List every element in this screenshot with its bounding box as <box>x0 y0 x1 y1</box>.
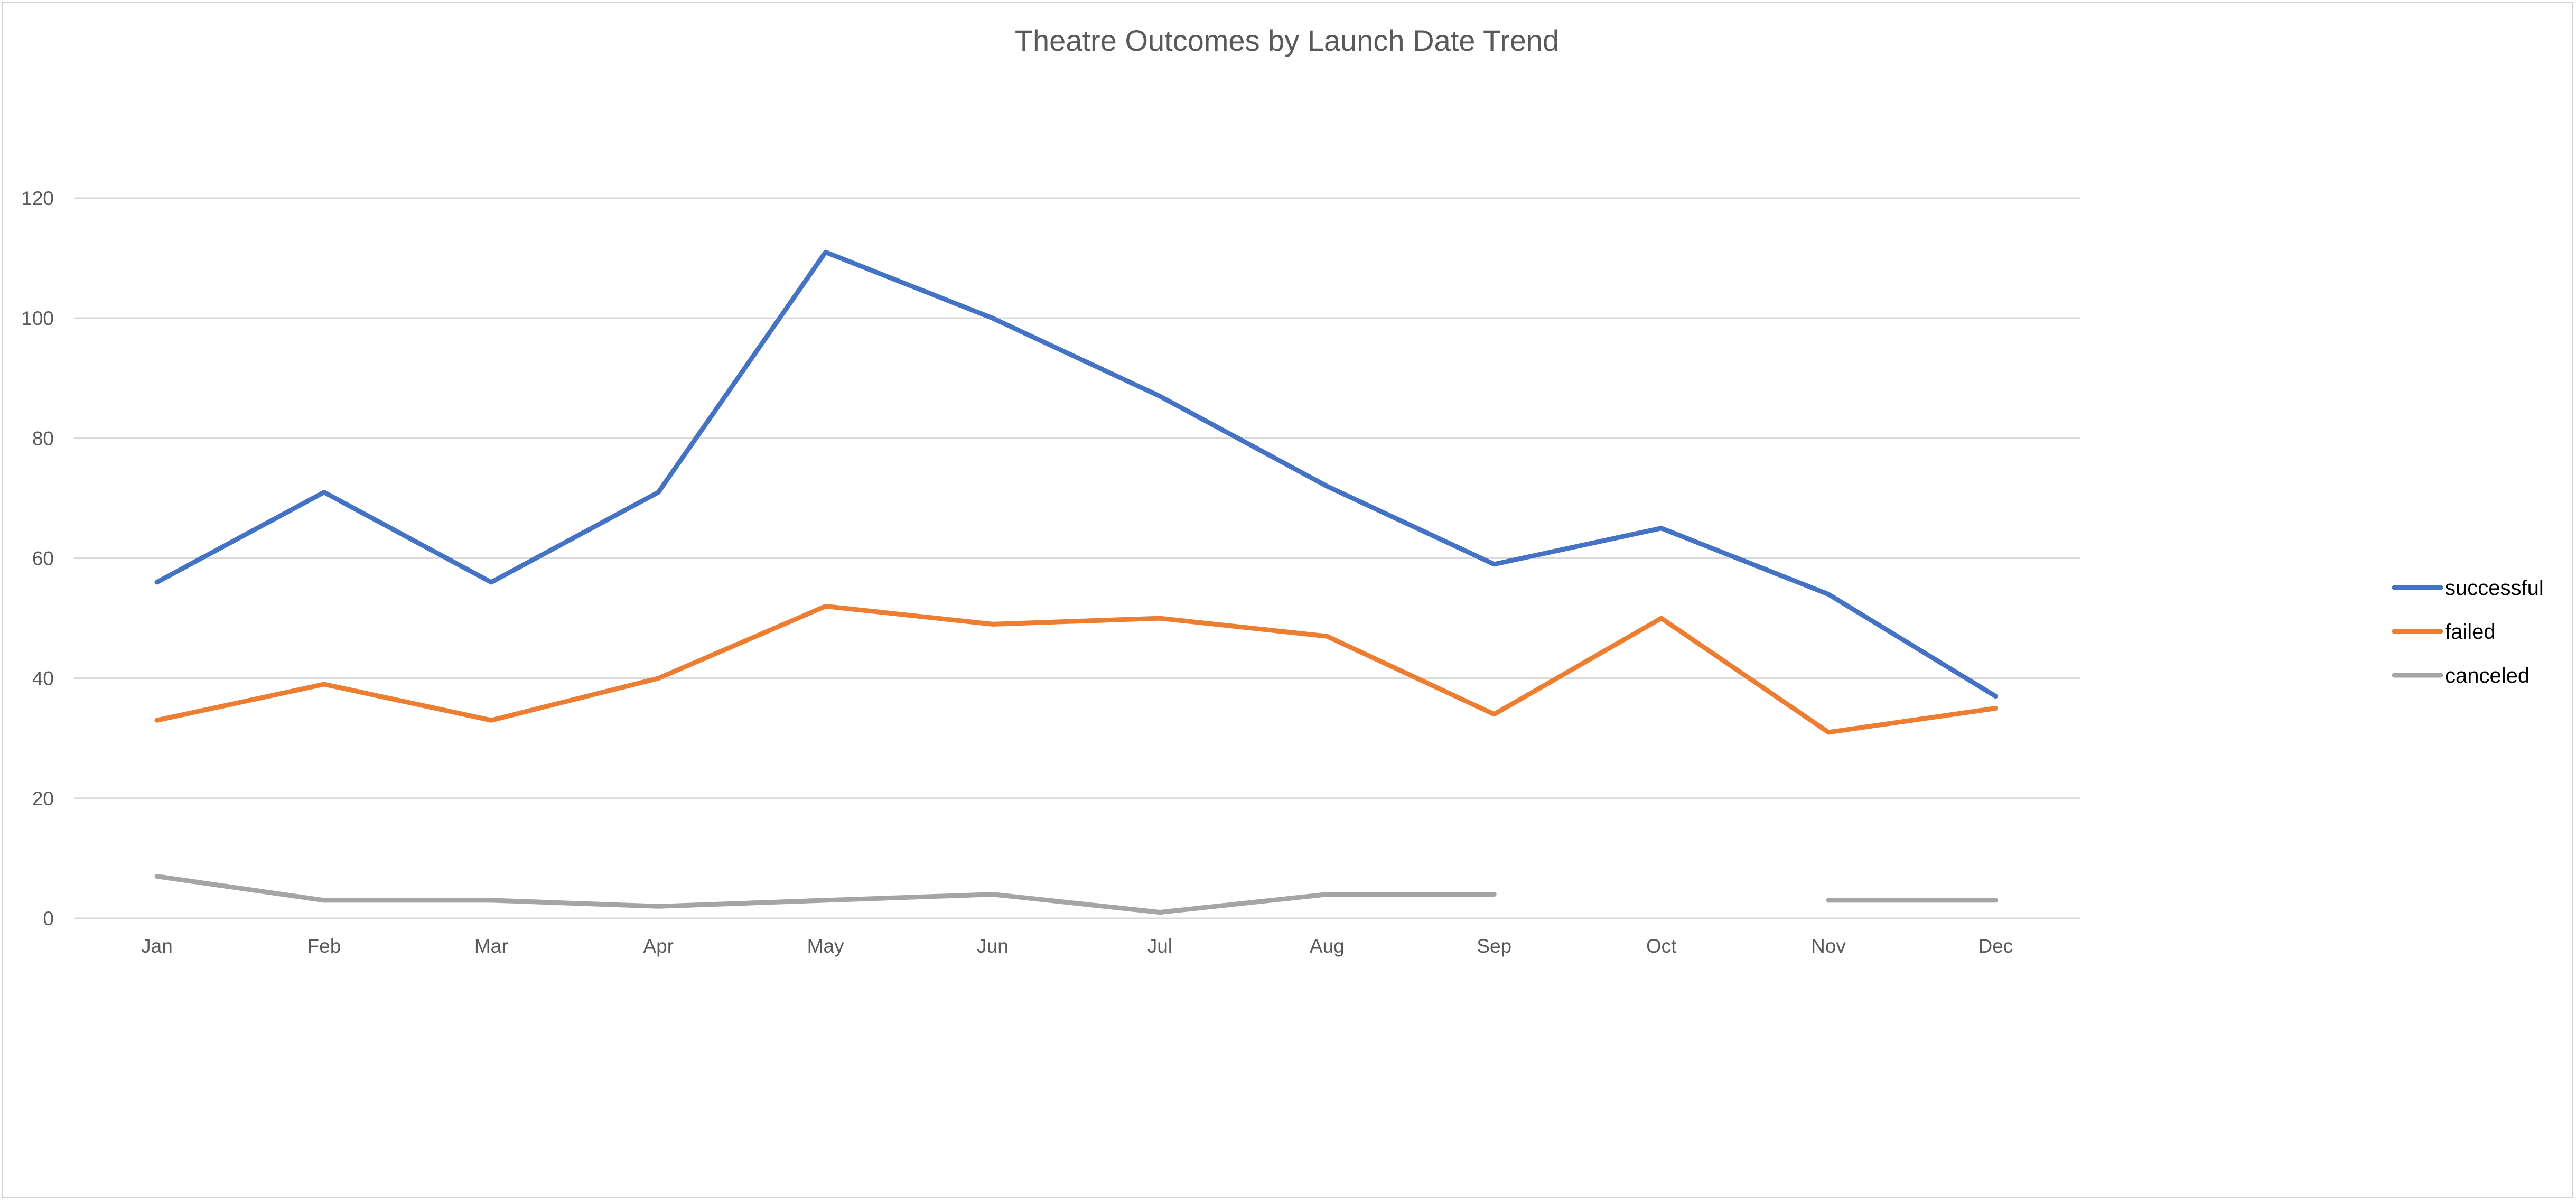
y-tick-label: 100 <box>21 308 54 329</box>
legend-label-canceled: canceled <box>2445 664 2530 687</box>
x-tick-label: Feb <box>307 935 341 957</box>
x-tick-label: May <box>807 935 844 957</box>
y-tick-label: 60 <box>32 548 54 570</box>
x-tick-label: Mar <box>474 935 508 957</box>
x-axis-ticks: Jan Feb Mar Apr May Jun Jul Aug Sep Oct Nov Dec <box>141 935 2013 957</box>
x-tick-label: Sep <box>1477 935 1511 957</box>
chart-title: Theatre Outcomes by Launch Date Trend <box>1015 24 1559 57</box>
y-axis-ticks: 0 20 40 60 80 100 120 <box>21 188 54 929</box>
x-tick-label: Apr <box>643 935 674 957</box>
x-tick-label: Nov <box>1811 935 1846 957</box>
y-tick-label: 0 <box>43 908 54 929</box>
legend-label-successful: successful <box>2445 576 2544 600</box>
legend-label-failed: failed <box>2445 620 2496 644</box>
x-tick-label: Oct <box>1646 935 1677 957</box>
y-tick-label: 120 <box>21 188 54 209</box>
gridlines <box>74 197 2080 919</box>
y-tick-label: 80 <box>32 427 54 449</box>
plot-area <box>154 249 1998 915</box>
x-tick-label: Dec <box>1978 935 2013 957</box>
y-tick-label: 20 <box>32 788 54 809</box>
x-tick-label: Jun <box>977 935 1009 957</box>
x-tick-label: Jan <box>141 935 173 957</box>
series-line-canceled-1 <box>154 874 1497 915</box>
series-line-successful <box>154 249 1998 699</box>
x-tick-label: Jul <box>1147 935 1172 957</box>
y-tick-label: 40 <box>32 668 54 690</box>
x-tick-label: Aug <box>1310 935 1345 957</box>
legend: successful failed canceled <box>2392 576 2544 687</box>
series-line-failed <box>154 603 1998 735</box>
